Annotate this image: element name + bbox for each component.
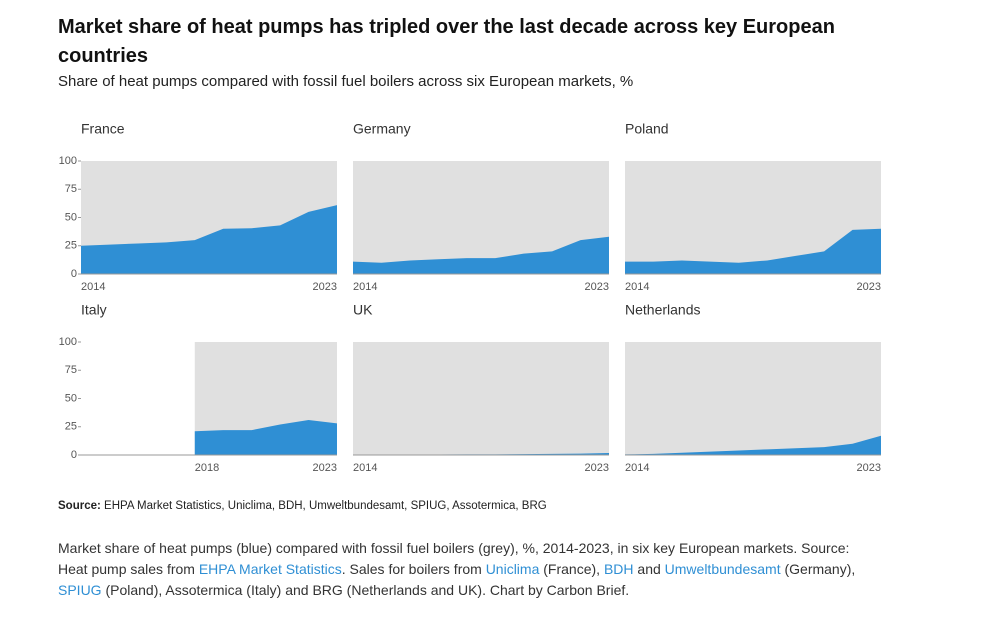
area: [625, 435, 881, 455]
y-tick-label: 50: [65, 211, 77, 223]
caption-text: . Sales for boilers from: [341, 561, 486, 577]
panel-title: Poland: [625, 121, 669, 137]
x-tick-label: 2018: [195, 462, 219, 474]
caption-link[interactable]: BDH: [603, 561, 634, 577]
caption-link[interactable]: SPIUG: [58, 582, 102, 598]
caption-text: (Poland), Assotermica (Italy) and BRG (N…: [101, 582, 630, 598]
caption: Market share of heat pumps (blue) compar…: [58, 538, 873, 601]
x-tick-label: 2023: [857, 462, 881, 474]
caption-text: (Germany),: [780, 561, 856, 577]
x-tick-label: 2023: [585, 462, 609, 474]
plot-background: [625, 342, 881, 455]
y-tick-label: 50: [65, 392, 77, 404]
caption-text: Market share of heat pumps (blue) compar…: [58, 540, 850, 577]
area: [353, 452, 609, 455]
x-tick-label: 2023: [857, 281, 881, 293]
source-label: Source:: [58, 500, 101, 512]
area: [81, 205, 337, 274]
plot-background: [353, 342, 609, 455]
x-tick-label: 2014: [625, 462, 649, 474]
area: [353, 236, 609, 274]
x-tick-label: 2023: [585, 281, 609, 293]
x-tick-label: 2014: [353, 281, 377, 293]
y-tick-label: 100: [59, 336, 77, 348]
title: Market share of heat pumps has tripled o…: [58, 16, 835, 67]
area: [194, 419, 337, 455]
x-tick-label: 2014: [625, 281, 649, 293]
y-tick-label: 0: [71, 268, 77, 280]
panel-title: Italy: [81, 302, 107, 318]
source-text: EHPA Market Statistics, Uniclima, BDH, U…: [104, 500, 547, 512]
y-tick-label: 75: [65, 183, 77, 195]
caption-link[interactable]: EHPA Market Statistics: [198, 561, 342, 577]
source: Source: EHPA Market Statistics, Uniclima…: [58, 500, 547, 512]
y-tick-label: 0: [71, 449, 77, 461]
x-tick-label: 2023: [313, 281, 337, 293]
subtitle: Share of heat pumps compared with fossil…: [58, 73, 634, 90]
panel-title: Germany: [353, 121, 411, 137]
caption-text: and: [633, 561, 665, 577]
panel-title: UK: [353, 302, 373, 318]
x-tick-label: 2014: [81, 281, 105, 293]
y-tick-label: 25: [65, 421, 77, 433]
area: [625, 228, 881, 274]
panel-title: Netherlands: [625, 302, 701, 318]
panel-title: France: [81, 121, 125, 137]
chart: France 0 25 50 75 100 2014 2023 Germany 2014 2023 P…: [59, 121, 881, 474]
x-tick-label: 2023: [313, 462, 337, 474]
caption-link[interactable]: Umweltbundesamt: [664, 561, 781, 577]
x-tick-label: 2014: [353, 462, 377, 474]
caption-text: (France),: [539, 561, 604, 577]
y-tick-label: 75: [65, 364, 77, 376]
y-tick-label: 100: [59, 155, 77, 167]
y-tick-label: 25: [65, 240, 77, 252]
caption-link[interactable]: Uniclima: [485, 561, 540, 577]
